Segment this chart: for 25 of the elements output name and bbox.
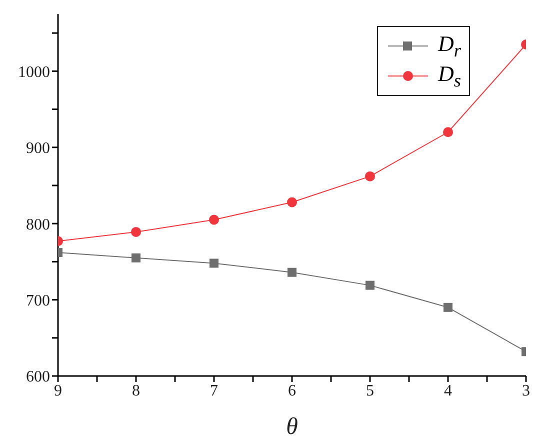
x-tick-label: 9	[54, 382, 62, 400]
legend-label: D$_{s}$	[438, 60, 461, 92]
x-tick-label: 4	[444, 382, 452, 400]
point	[131, 226, 141, 237]
x-tick-label: 7	[210, 382, 218, 400]
y-tick-label: 1000	[18, 64, 50, 81]
point	[209, 214, 219, 225]
point	[288, 268, 296, 277]
x-tick-label: 6	[288, 382, 296, 400]
y-tick-label: 900	[26, 140, 50, 158]
point	[443, 127, 453, 138]
point	[132, 253, 140, 262]
point	[365, 171, 375, 182]
legend-label: D$_{r}$	[438, 30, 461, 62]
y-tick-label: 800	[26, 216, 50, 234]
point	[444, 302, 452, 312]
x-tick-label: 8	[132, 382, 140, 400]
point	[210, 258, 218, 268]
y-tick-label: 700	[26, 292, 50, 310]
y-tick-label: 600	[26, 368, 50, 386]
x-axis-title: θ	[286, 414, 298, 440]
point	[366, 280, 374, 290]
x-tick-label: 3	[522, 382, 530, 400]
point	[287, 197, 297, 208]
x-tick-label: 5	[366, 382, 374, 400]
